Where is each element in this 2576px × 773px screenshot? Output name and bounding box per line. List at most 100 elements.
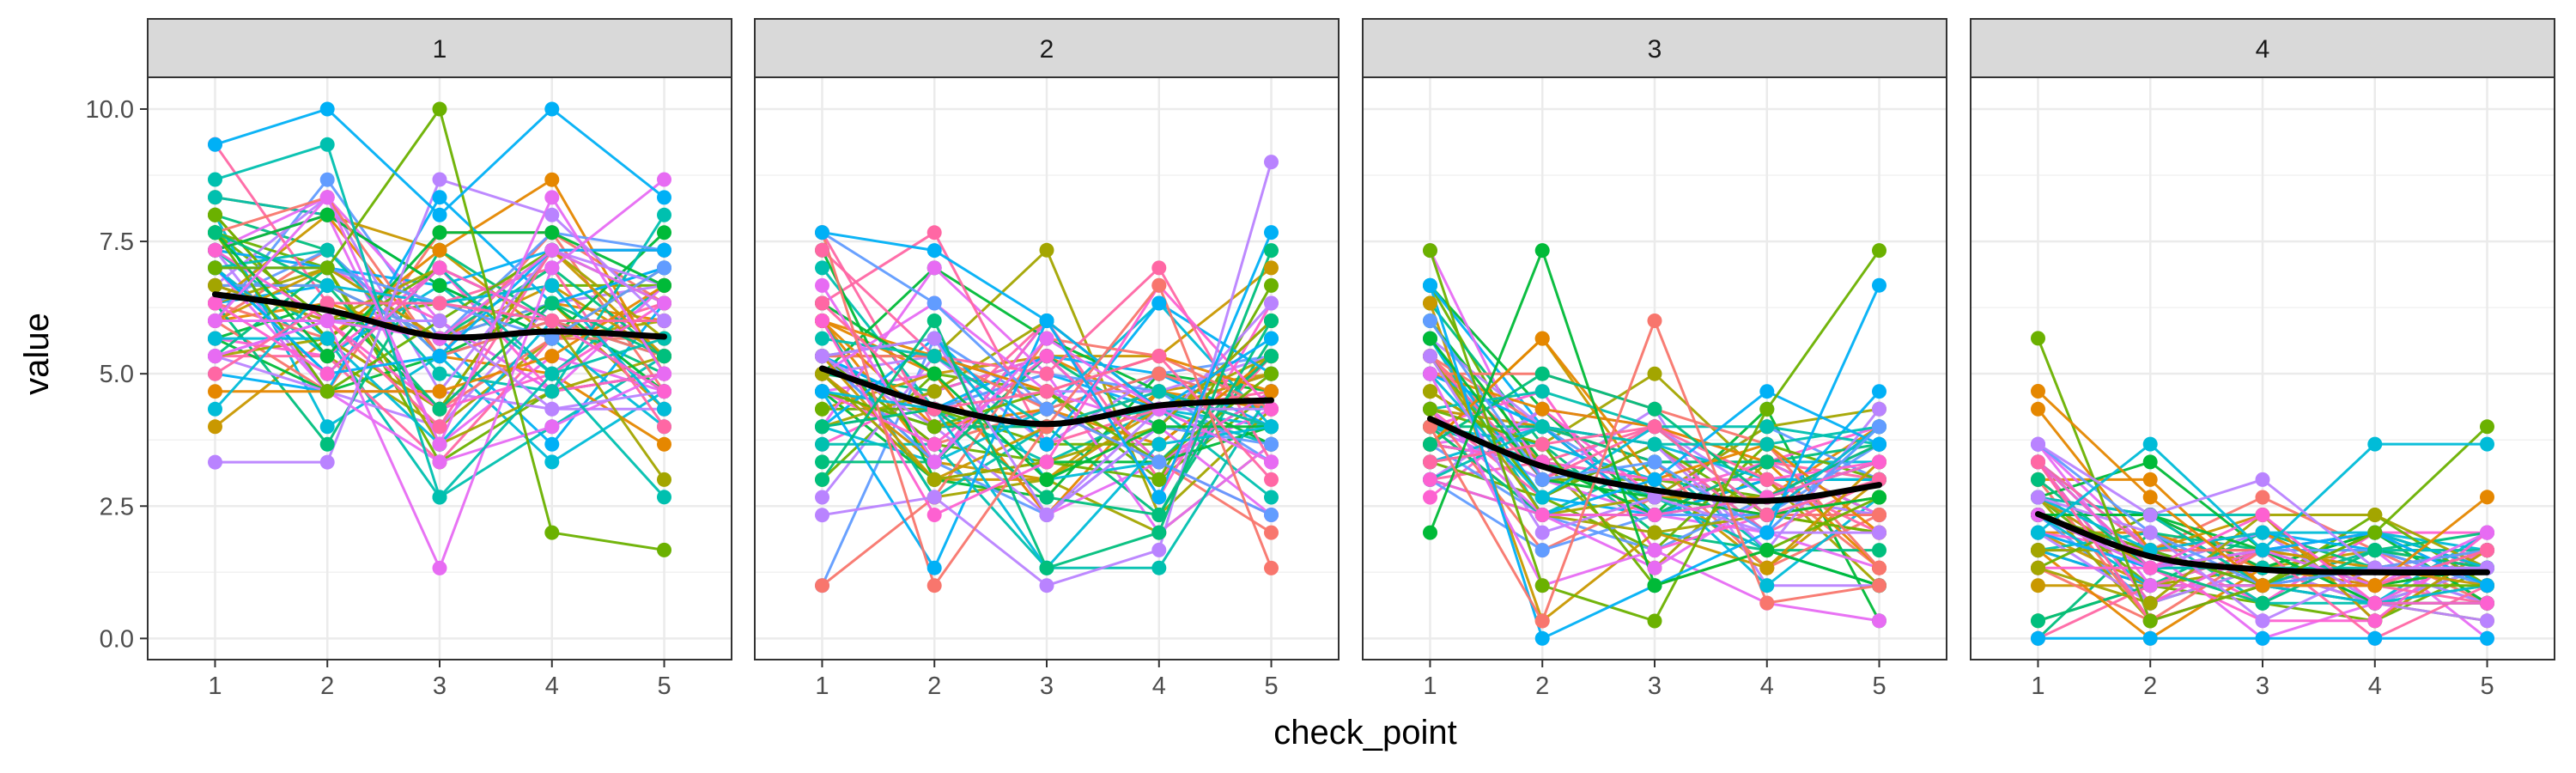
data-point xyxy=(1647,560,1662,575)
facet-strip-label: 3 xyxy=(1648,35,1662,64)
data-point xyxy=(1151,349,1167,364)
data-point xyxy=(1039,242,1054,258)
data-point xyxy=(1759,542,1775,557)
data-point xyxy=(1264,419,1279,435)
x-tick-label: 2 xyxy=(320,673,334,700)
data-point xyxy=(319,384,335,399)
data-point xyxy=(544,366,560,381)
data-point xyxy=(432,172,447,187)
data-point xyxy=(319,349,335,364)
data-point xyxy=(1534,419,1550,435)
data-point xyxy=(1039,490,1054,505)
data-point xyxy=(1647,366,1662,381)
data-point xyxy=(544,190,560,205)
smooth-trend-line xyxy=(211,291,667,341)
data-point xyxy=(1647,543,1662,558)
data-point xyxy=(1151,366,1167,381)
data-point xyxy=(2367,436,2383,452)
data-point xyxy=(319,190,335,205)
data-point xyxy=(1534,331,1550,346)
data-point xyxy=(657,277,671,293)
data-point xyxy=(1872,243,1886,259)
data-point xyxy=(1151,384,1167,399)
data-point xyxy=(208,172,222,187)
data-point xyxy=(1647,508,1662,522)
data-point xyxy=(1151,508,1167,522)
data-point xyxy=(1264,436,1279,452)
data-point xyxy=(1872,560,1886,575)
data-point xyxy=(432,313,447,328)
data-point xyxy=(319,260,335,276)
data-point xyxy=(815,578,829,593)
data-point xyxy=(1647,613,1662,629)
data-point xyxy=(657,313,671,328)
data-point xyxy=(208,242,222,258)
data-point xyxy=(1039,313,1054,328)
data-point xyxy=(1264,454,1279,470)
data-point xyxy=(1534,525,1550,540)
y-tick-label: 0.0 xyxy=(100,625,134,653)
data-point xyxy=(1423,349,1437,364)
data-point xyxy=(1151,260,1167,276)
data-point xyxy=(544,313,560,328)
x-tick-label: 4 xyxy=(2368,673,2382,700)
facet-strip xyxy=(754,18,1340,78)
data-point xyxy=(2031,560,2045,575)
data-point xyxy=(1423,525,1437,540)
data-point xyxy=(815,260,829,276)
data-point xyxy=(1151,436,1167,452)
data-point xyxy=(432,401,447,417)
data-point xyxy=(815,225,829,240)
data-point xyxy=(657,172,671,187)
data-point xyxy=(1264,384,1279,399)
x-tick-label: 2 xyxy=(2143,673,2157,700)
data-point xyxy=(544,401,560,417)
data-point xyxy=(544,436,560,452)
data-point xyxy=(1872,277,1886,293)
data-point xyxy=(208,225,222,240)
data-point xyxy=(1039,436,1054,452)
data-point xyxy=(1039,366,1054,381)
data-point xyxy=(432,190,447,205)
data-point xyxy=(1151,542,1167,557)
data-point xyxy=(2142,525,2158,540)
data-point xyxy=(815,349,829,364)
data-point xyxy=(1423,243,1437,259)
data-point xyxy=(544,349,560,364)
data-point xyxy=(2367,578,2383,593)
data-point xyxy=(1534,472,1550,487)
data-point xyxy=(1423,366,1437,381)
data-point xyxy=(657,472,671,487)
data-point xyxy=(1264,260,1279,276)
data-point xyxy=(1759,419,1775,435)
facet-strip xyxy=(1970,18,2555,78)
x-tick-label: 5 xyxy=(1872,673,1886,700)
data-point xyxy=(1151,490,1167,505)
x-tick-label: 3 xyxy=(1040,673,1054,700)
data-point xyxy=(544,172,560,187)
data-point xyxy=(1264,243,1279,259)
data-point xyxy=(319,277,335,293)
data-point xyxy=(2480,436,2494,452)
data-point xyxy=(1534,543,1550,558)
data-point xyxy=(1423,313,1437,328)
data-point xyxy=(927,472,942,487)
data-point xyxy=(2031,578,2045,593)
data-point xyxy=(927,243,942,259)
data-point xyxy=(657,207,671,222)
data-point xyxy=(1151,295,1167,311)
data-point xyxy=(1759,508,1775,522)
data-point xyxy=(319,137,335,152)
data-point xyxy=(1872,454,1886,470)
data-point xyxy=(657,542,671,557)
data-point xyxy=(432,366,447,381)
facet-strip xyxy=(1362,18,1947,78)
facet-strip-label: 2 xyxy=(1040,35,1054,64)
data-point xyxy=(544,384,560,399)
data-point xyxy=(2255,630,2270,646)
data-point xyxy=(432,295,447,311)
data-point xyxy=(1647,313,1662,328)
data-point xyxy=(208,419,222,435)
data-point xyxy=(1872,578,1886,593)
data-point xyxy=(1039,384,1054,399)
